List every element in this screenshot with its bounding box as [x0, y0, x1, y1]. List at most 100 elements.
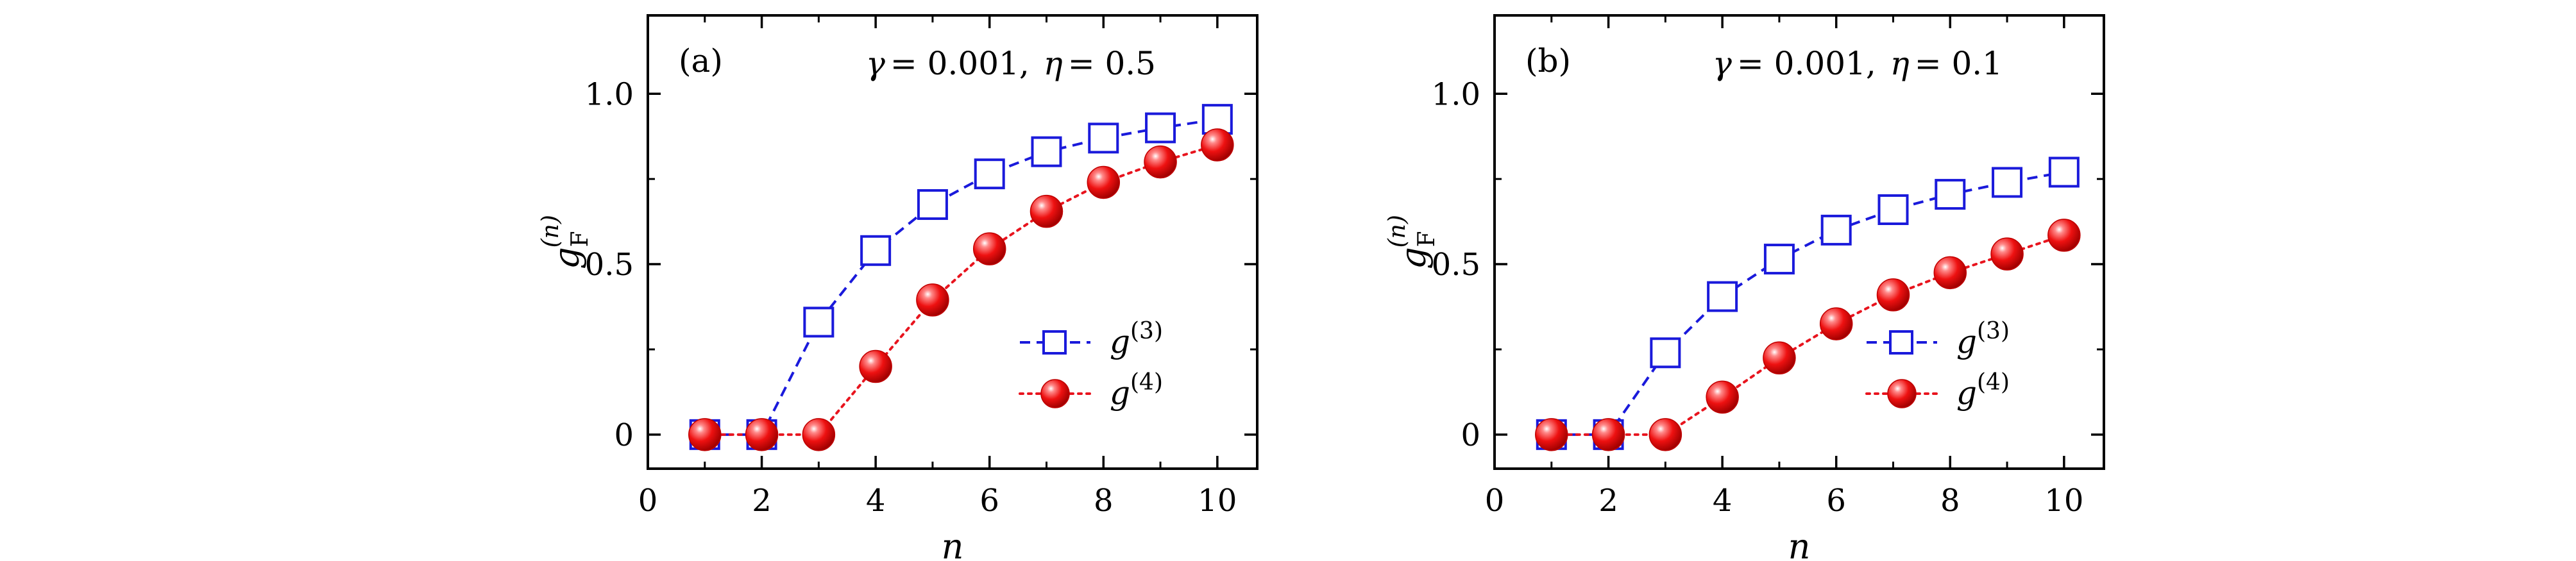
data-point: [745, 418, 779, 451]
panel-label: (b): [1525, 42, 1571, 80]
data-point: [1030, 194, 1063, 228]
data-point: [1031, 136, 1062, 167]
plot-frame: [1493, 14, 2105, 470]
y-axis-label-sub: F: [567, 231, 593, 247]
gamma-symbol: γ: [866, 45, 885, 82]
data-point: [1648, 418, 1682, 451]
series-g4: [1535, 219, 2081, 451]
eta-value: = 0.1: [1915, 45, 2003, 82]
y-tick-label: 0: [1461, 417, 1480, 453]
data-point: [917, 189, 948, 221]
data-point: [1820, 214, 1852, 246]
data-point: [1145, 112, 1176, 144]
legend-label-base: g: [1110, 374, 1130, 412]
eta-value: = 0.5: [1068, 45, 1156, 82]
series-line: [1550, 233, 2065, 436]
legend-label: g(3): [1110, 318, 1163, 360]
legend-marker: [1040, 379, 1070, 408]
y-tick-label: 0.5: [585, 247, 634, 283]
data-point: [1763, 244, 1795, 275]
x-tick-label: 6: [979, 483, 999, 519]
legend-marker: [1889, 330, 1913, 355]
panel-label: (a): [679, 42, 723, 80]
data-point: [1087, 165, 1121, 199]
x-tick-label: 8: [1940, 483, 1960, 519]
series-g4: [688, 128, 1234, 451]
x-tick-label: 2: [752, 483, 772, 519]
y-axis-label-base: g: [1393, 247, 1434, 269]
y-axis-label: gF(n): [538, 215, 593, 269]
x-tick-label: 6: [1826, 483, 1846, 519]
data-point: [2048, 156, 2080, 188]
legend-marker: [1887, 379, 1917, 408]
legend-label-base: g: [1110, 323, 1130, 360]
data-point: [860, 235, 892, 266]
data-point: [2047, 219, 2081, 252]
data-point: [1591, 418, 1625, 451]
x-tick-label: 8: [1094, 483, 1114, 519]
parameter-annotation: γ = 0.001, η = 0.1: [1713, 45, 2003, 82]
data-point: [1144, 145, 1177, 179]
legend-label-base: g: [1956, 323, 1977, 360]
eta-symbol: η: [1890, 45, 1910, 82]
y-tick-label: 1.0: [1432, 76, 1480, 112]
data-point: [1706, 380, 1739, 414]
legend-entry: g(3): [1020, 318, 1163, 360]
legend-label: g(3): [1956, 318, 2010, 360]
legend-entry: g(4): [1865, 369, 2010, 412]
legend-label-sup: (3): [1977, 318, 2010, 344]
series-line: [703, 144, 1219, 436]
data-point: [859, 349, 892, 383]
x-axis-label: n: [942, 526, 964, 561]
data-point: [803, 306, 835, 338]
data-point: [916, 283, 949, 317]
data-point: [1876, 278, 1910, 312]
x-tick-label: 10: [1198, 483, 1237, 519]
legend-label-sup: (4): [1977, 369, 2010, 396]
data-point: [1933, 256, 1967, 290]
data-point: [1650, 337, 1681, 369]
x-tick-label: 4: [1713, 483, 1733, 519]
y-tick-label: 0.5: [1432, 247, 1480, 283]
y-axis-label: gF(n): [1384, 215, 1440, 269]
y-tick-label: 1.0: [585, 76, 634, 112]
x-tick-label: 2: [1598, 483, 1618, 519]
series-line: [704, 118, 1218, 436]
data-point: [1088, 122, 1119, 154]
legend-entry: g(3): [1867, 318, 2010, 360]
gamma-value: = 0.001,: [890, 45, 1030, 82]
x-axis-label: n: [1788, 526, 1811, 561]
series-g3: [1536, 156, 2080, 450]
data-point: [974, 158, 1005, 190]
y-axis-label-sup: (n): [1384, 215, 1411, 247]
data-point: [1201, 128, 1234, 162]
data-point: [1935, 179, 1966, 210]
legend-label-base: g: [1956, 374, 1977, 412]
x-tick-label: 0: [638, 483, 658, 519]
data-point: [1535, 418, 1568, 451]
data-point: [1707, 281, 1738, 312]
gamma-value: = 0.001,: [1737, 45, 1876, 82]
y-axis-label-base: g: [547, 247, 587, 269]
data-point: [1877, 194, 1909, 225]
data-point: [972, 232, 1006, 265]
y-tick-label: 0: [614, 417, 634, 453]
legend-label: g(4): [1956, 369, 2010, 412]
x-tick-label: 4: [866, 483, 886, 519]
data-point: [1819, 307, 1853, 340]
data-point: [802, 418, 836, 451]
eta-symbol: η: [1044, 45, 1063, 82]
y-axis-label-sup: (n): [538, 215, 564, 247]
data-point: [1992, 167, 2023, 198]
legend-label-sup: (3): [1130, 318, 1163, 344]
y-axis-label-sub: F: [1414, 231, 1440, 247]
plot-frame: [647, 14, 1258, 470]
parameter-annotation: γ = 0.001, η = 0.5: [866, 45, 1156, 82]
gamma-symbol: γ: [1713, 45, 1732, 82]
series-line: [1551, 171, 2065, 436]
legend-label-sup: (4): [1130, 369, 1163, 396]
